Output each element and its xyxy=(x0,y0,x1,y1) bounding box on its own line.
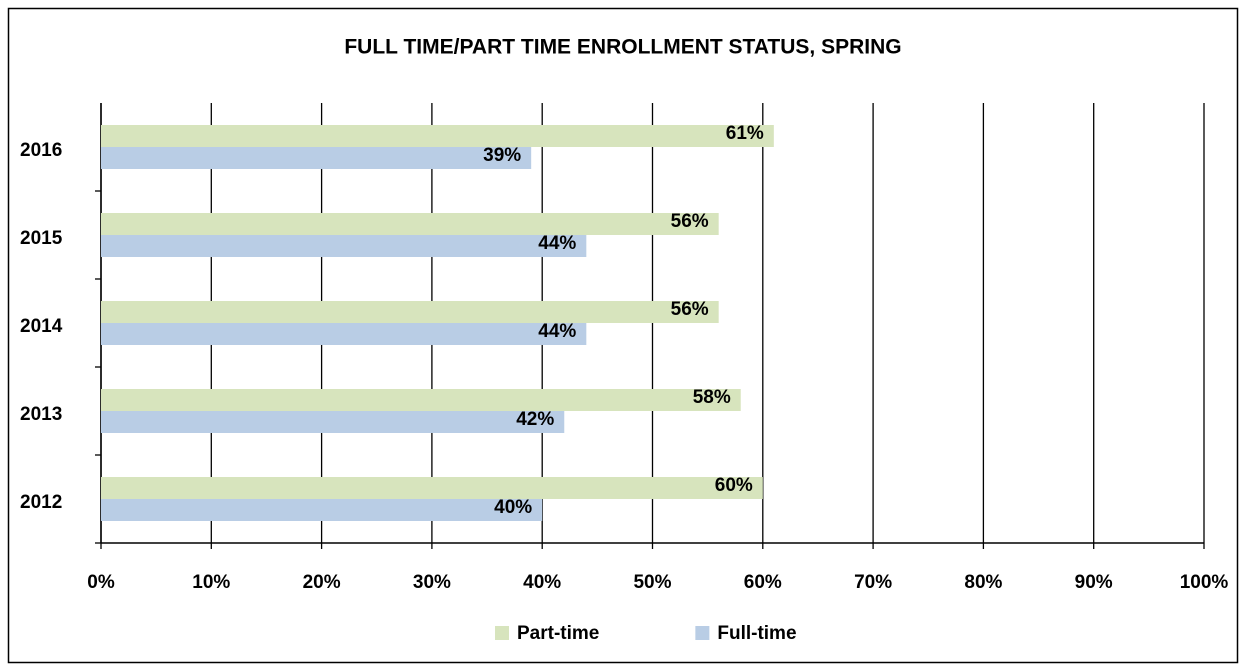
x-tick-label: 70% xyxy=(854,572,892,593)
bar xyxy=(101,147,532,169)
bar xyxy=(101,301,719,323)
x-tick-label: 40% xyxy=(523,572,561,593)
x-tick-label: 0% xyxy=(87,572,115,593)
legend-label: Part-time xyxy=(517,623,599,644)
data-label: 40% xyxy=(494,497,532,518)
data-label: 44% xyxy=(538,233,576,254)
x-tick-label: 90% xyxy=(1075,572,1113,593)
data-label: 56% xyxy=(671,211,709,232)
bar xyxy=(101,125,774,147)
bar xyxy=(101,477,763,499)
x-tick-label: 10% xyxy=(192,572,230,593)
bar xyxy=(101,213,719,235)
x-tick-label: 20% xyxy=(303,572,341,593)
y-tick-label: 2015 xyxy=(20,228,63,249)
bar xyxy=(101,389,741,411)
bar xyxy=(101,499,543,521)
y-tick-label: 2012 xyxy=(20,492,62,513)
legend-swatch xyxy=(495,626,509,640)
x-tick-label: 100% xyxy=(1180,572,1229,593)
data-label: 44% xyxy=(538,321,576,342)
bar xyxy=(101,323,587,345)
y-tick-label: 2014 xyxy=(20,316,63,337)
data-label: 42% xyxy=(516,409,554,430)
legend-label: Full-time xyxy=(717,623,796,644)
bar xyxy=(101,235,587,257)
legend-swatch xyxy=(695,626,710,640)
y-tick-label: 2013 xyxy=(20,404,62,425)
x-tick-label: 30% xyxy=(413,572,451,593)
chart-title: FULL TIME/PART TIME ENROLLMENT STATUS, S… xyxy=(344,36,901,59)
data-label: 60% xyxy=(715,475,753,496)
data-label: 56% xyxy=(671,299,709,320)
data-label: 58% xyxy=(693,387,731,408)
x-tick-label: 80% xyxy=(964,572,1002,593)
y-tick-label: 2016 xyxy=(20,140,62,161)
data-label: 39% xyxy=(483,145,521,166)
x-tick-label: 50% xyxy=(633,572,671,593)
x-tick-label: 60% xyxy=(744,572,782,593)
data-label: 61% xyxy=(726,123,764,144)
bar xyxy=(101,411,565,433)
